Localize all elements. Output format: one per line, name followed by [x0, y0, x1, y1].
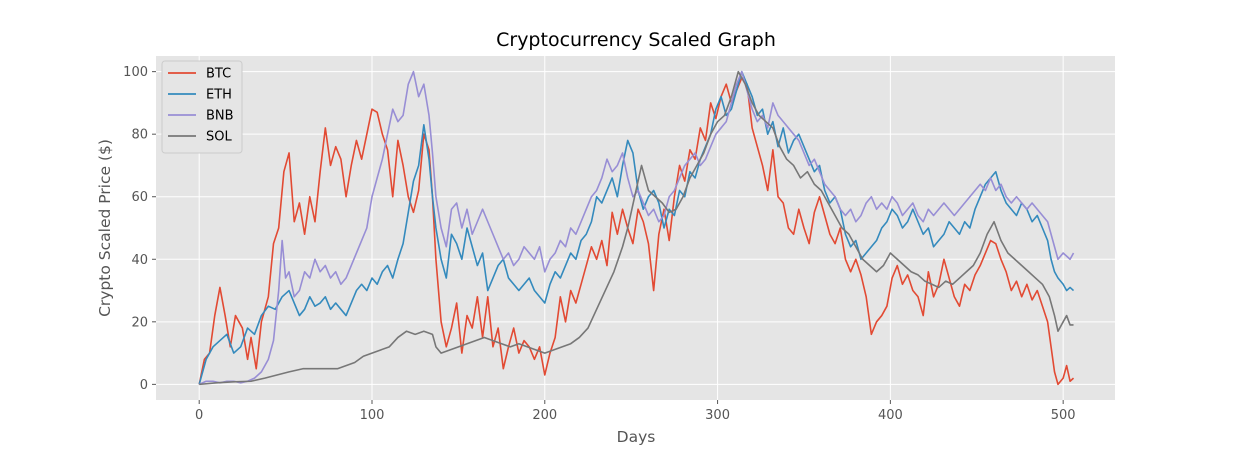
- x-axis-ticks: 0 100 200 300 400 500: [195, 400, 1076, 423]
- series-line-sol: [199, 70, 1074, 386]
- series-line-btc: [198, 77, 1075, 386]
- x-tick-label: 500: [1051, 408, 1076, 423]
- legend: BTC ETH BNB SOL: [161, 60, 243, 154]
- x-tick-label: 300: [705, 408, 730, 423]
- x-tick-label: 0: [195, 408, 203, 423]
- legend-label-eth: ETH: [206, 88, 232, 103]
- y-tick-label: 80: [131, 128, 148, 143]
- x-tick-label: 100: [360, 408, 385, 423]
- x-axis-label: Days: [617, 428, 656, 446]
- y-tick-label: 100: [123, 65, 148, 80]
- legend-label-btc: BTC: [206, 67, 231, 82]
- grid: [156, 56, 1115, 400]
- y-axis-label: Crypto Scaled Price ($): [96, 139, 114, 317]
- series-line-bnb: [198, 70, 1075, 386]
- legend-label-sol: SOL: [206, 130, 232, 145]
- y-tick-label: 60: [131, 190, 148, 205]
- legend-label-bnb: BNB: [206, 109, 234, 124]
- y-tick-label: 0: [140, 378, 148, 393]
- y-axis-ticks: 0 20 40 60 80 100: [123, 65, 156, 393]
- x-tick-label: 400: [878, 408, 903, 423]
- y-tick-label: 20: [131, 315, 148, 330]
- series-lines: [198, 70, 1075, 386]
- x-tick-label: 200: [532, 408, 557, 423]
- chart-title: Cryptocurrency Scaled Graph: [496, 29, 776, 51]
- legend-frame: [161, 60, 243, 154]
- y-tick-label: 40: [131, 253, 148, 268]
